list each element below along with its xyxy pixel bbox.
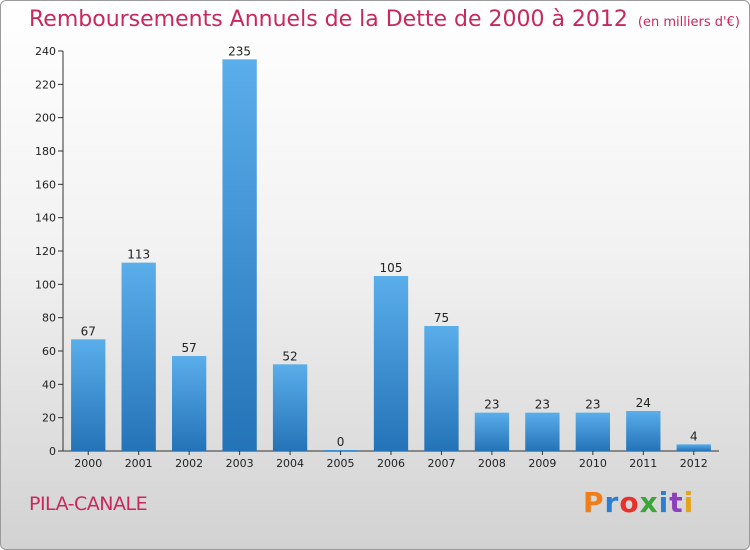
y-tick-label: 220 [35,78,56,91]
x-tick-label: 2011 [629,457,657,470]
x-tick-label: 2008 [478,457,506,470]
bar-2004 [272,364,308,451]
logo-letter: i [658,486,670,519]
y-axis: 0 20 40 60 80 100 120 140 160 180 200 220 240 [35,45,64,458]
y-tick-label: 160 [35,178,56,191]
data-label-2001: 113 [127,248,150,262]
bar-2011 [626,411,661,451]
y-tick-label: 80 [42,312,56,325]
data-label-2011: 24 [636,396,651,410]
commune-name: PILA-CANALE [29,493,148,515]
y-tick-label: 120 [35,245,56,258]
data-labels: 67 113 57 235 52 0 105 75 23 23 23 24 4 [81,44,698,449]
x-axis: 2000 2001 2002 2003 2004 2005 2006 2007 2008 2009… [63,450,719,470]
data-label-2010: 23 [585,398,600,412]
y-tick-label: 240 [35,45,56,58]
bar-2001 [121,262,156,451]
bar-2002 [171,356,207,451]
bar-2007 [424,326,459,451]
y-tick-label: 140 [35,212,56,225]
bar-2005 [323,450,358,451]
data-label-2003: 235 [228,44,251,58]
bar-2006 [373,276,409,451]
x-tick-label: 2005 [327,457,355,470]
bars [71,59,711,451]
data-label-2007: 75 [434,311,449,325]
chart-unit-label: (en milliers d'€) [637,15,740,30]
brand-logo: Proxiti [583,486,694,519]
data-label-2000: 67 [81,324,96,338]
logo-letter: o [619,486,640,519]
x-tick-label: 2000 [74,457,102,470]
x-tick-label: 2006 [377,457,405,470]
x-tick-label: 2001 [125,457,153,470]
y-tick-label: 180 [35,145,56,158]
bar-2003 [222,59,257,451]
bar-2012 [676,444,711,451]
bar-2000 [71,339,106,451]
x-tick-label: 2002 [175,457,203,470]
data-label-2006: 105 [380,261,403,275]
data-label-2005: 0 [337,435,345,449]
data-label-2004: 52 [282,349,297,363]
logo-letter: i [683,486,695,519]
x-tick-label: 2004 [276,457,304,470]
chart-title: Remboursements Annuels de la Dette de 20… [29,7,740,32]
x-tick-label: 2012 [680,457,708,470]
data-label-2008: 23 [484,398,499,412]
logo-letter: t [669,486,684,519]
logo-letter: x [639,486,659,519]
data-label-2012: 4 [690,429,698,443]
y-tick-label: 20 [42,412,56,425]
y-tick-label: 200 [35,112,56,125]
y-tick-label: 0 [49,445,56,458]
x-tick-label: 2007 [427,457,455,470]
logo-letter: P [583,486,605,519]
bar-2009 [525,412,560,451]
y-tick-label: 60 [42,345,56,358]
bar-2010 [575,412,611,451]
x-tick-label: 2009 [528,457,556,470]
x-tick-label: 2010 [579,457,607,470]
bar-2008 [474,412,510,451]
x-tick-label: 2003 [226,457,254,470]
chart-title-text: Remboursements Annuels de la Dette de 20… [29,7,628,32]
y-tick-label: 100 [35,278,56,291]
logo-letter: r [604,486,620,519]
data-label-2009: 23 [535,398,550,412]
data-label-2002: 57 [182,341,197,355]
y-tick-label: 40 [42,378,56,391]
